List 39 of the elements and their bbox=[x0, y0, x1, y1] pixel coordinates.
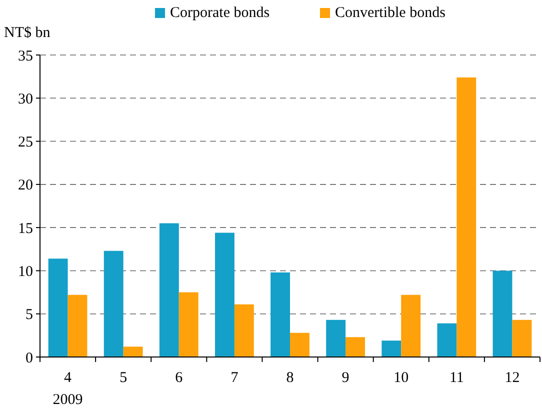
bar bbox=[346, 337, 365, 357]
legend-label: Convertible bonds bbox=[335, 5, 446, 21]
y-tick-label: 30 bbox=[18, 91, 33, 108]
bar bbox=[270, 272, 290, 357]
bar bbox=[492, 270, 512, 357]
y-tick-label: 15 bbox=[18, 220, 33, 237]
bar bbox=[401, 294, 421, 357]
bar bbox=[456, 77, 476, 357]
y-tick-label: 5 bbox=[26, 307, 33, 324]
x-tick-label: 12 bbox=[504, 370, 520, 386]
bar bbox=[178, 292, 198, 357]
bar bbox=[159, 223, 179, 357]
x-tick-label: 10 bbox=[394, 370, 409, 386]
x-tick-label: 11 bbox=[449, 370, 464, 386]
text: 2009 bbox=[52, 392, 83, 408]
x-tick-label: 6 bbox=[175, 370, 184, 386]
bar bbox=[104, 250, 124, 357]
y-axis-title: NT$ bn bbox=[4, 25, 51, 41]
x-tick-label: 5 bbox=[120, 370, 128, 386]
y-tick-label: 35 bbox=[18, 48, 33, 64]
y-tick-label: 10 bbox=[18, 264, 33, 280]
y-tick-label: 20 bbox=[18, 178, 33, 194]
bar bbox=[326, 320, 346, 357]
x-tick-label: 9 bbox=[342, 370, 350, 386]
x-tick-label: 4 bbox=[64, 370, 72, 386]
bar bbox=[48, 258, 68, 357]
x-tick-label: 8 bbox=[286, 370, 294, 386]
y-tick-label: 25 bbox=[18, 134, 33, 151]
bar bbox=[437, 323, 457, 357]
bar bbox=[382, 340, 402, 357]
y-tick-label: 0 bbox=[26, 350, 33, 366]
bar bbox=[512, 320, 532, 357]
bar bbox=[290, 332, 310, 357]
bar bbox=[123, 346, 143, 357]
bar bbox=[215, 232, 234, 357]
bar bbox=[234, 304, 254, 357]
x-tick-label: 7 bbox=[230, 370, 239, 386]
legend-label: Corporate bonds bbox=[170, 5, 270, 21]
bar bbox=[68, 294, 88, 357]
